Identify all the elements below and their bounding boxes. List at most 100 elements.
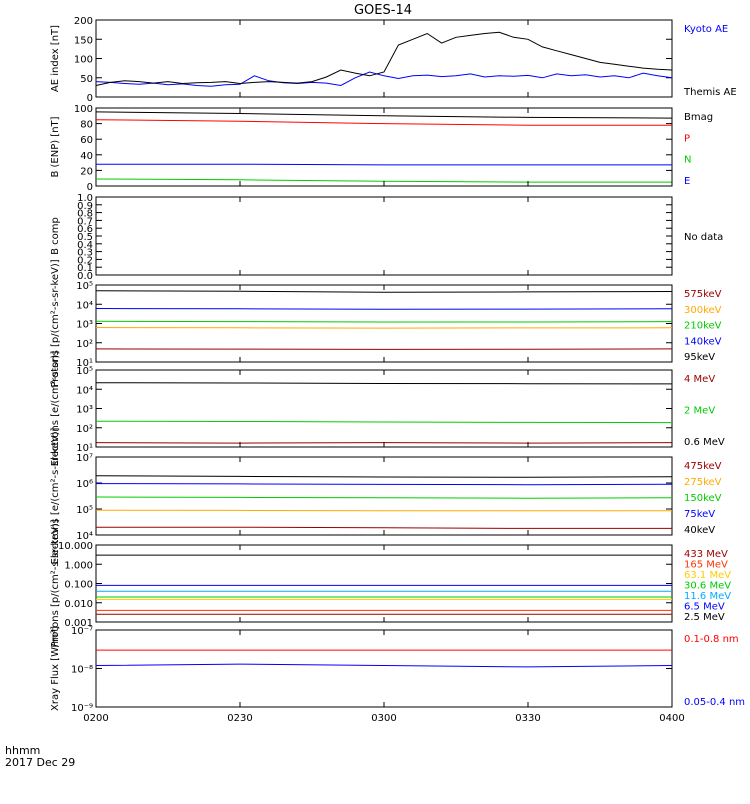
ytick-label-xray: 10⁻⁷ [71, 626, 93, 637]
ylabel-protons: Protons [p/(cm²-s-sr-keV)] [50, 259, 61, 387]
ytick-label-bcomp: 0.1 [77, 263, 93, 274]
legend-xray-1: 0.05-0.4 nm [684, 697, 745, 708]
series-protons-0 [95, 348, 673, 350]
panel-frame-electrons1 [95, 369, 673, 448]
ytick-label-electrons1: 10³ [76, 405, 93, 416]
series-electrons1-1 [95, 420, 673, 424]
ylabel-electrons2: Electrons [e/(cm²-s-sr-keV)] [50, 427, 61, 564]
series-protons-1 [95, 327, 673, 329]
legend-bfield-0: Bmag [684, 112, 713, 123]
ylabel-xray: Xray Flux [W/m²] [50, 626, 61, 711]
ytick-label-protons_hi: 0.100 [64, 580, 93, 591]
note-bcomp: No data [684, 232, 723, 243]
series-electrons2-2 [95, 496, 673, 499]
legend-protons_hi-0: 433 MeV [684, 549, 728, 560]
ylabel-electrons1: Electrons [e/(cm²-s-sr)] [50, 351, 61, 467]
series-protons-3 [95, 308, 673, 310]
ytick-label-ae: 100 [74, 55, 93, 66]
ytick-label-bfield: 80 [80, 120, 93, 131]
legend-protons_hi-3: 30.6 MeV [684, 581, 731, 592]
ytick-label-xray: 10⁻⁹ [71, 703, 93, 714]
ytick-label-bfield: 100 [74, 104, 93, 115]
legend-bfield-1: P [684, 133, 690, 144]
ytick-label-bcomp: 0.3 [77, 248, 93, 259]
panel-frame-electrons2 [95, 456, 673, 536]
ytick-label-bfield: 20 [80, 166, 93, 177]
ytick-label-electrons2: 10⁶ [76, 479, 93, 490]
ytick-label-electrons2: 10⁵ [76, 505, 93, 516]
ytick-label-bcomp: 0.0 [77, 271, 93, 282]
series-protons-2 [95, 320, 673, 323]
legend-protons_hi-5: 6.5 MeV [684, 602, 725, 613]
figure-title: GOES-14 [354, 3, 412, 18]
legend-electrons2-3: 75keV [684, 509, 715, 520]
legend-bfield-3: E [684, 176, 690, 187]
legend-bfield-2: N [684, 155, 691, 166]
legend-ae-0: Kyoto AE [684, 24, 728, 35]
ytick-label-electrons1: 10⁴ [76, 385, 93, 396]
ytick-label-protons: 10⁵ [76, 281, 93, 292]
ytick-label-ae: 150 [74, 35, 93, 46]
ylabel-bcomp: B comp [50, 217, 61, 255]
series-bfield-0 [95, 111, 673, 119]
series-ae-0 [95, 71, 673, 87]
legend-protons-4: 95keV [684, 352, 715, 363]
ytick-label-electrons1: 10¹ [76, 443, 93, 454]
ytick-label-bcomp: 0.9 [77, 201, 93, 212]
series-electrons1-2 [95, 382, 673, 385]
ytick-label-electrons1: 10⁵ [76, 366, 93, 377]
series-xray-1 [95, 663, 673, 668]
ytick-label-bcomp: 0.7 [77, 216, 93, 227]
legend-electrons2-2: 150keV [684, 493, 722, 504]
ytick-label-ae: 50 [80, 74, 93, 85]
ytick-label-protons_hi: 0.001 [64, 618, 93, 629]
panel-frame-protons [95, 284, 673, 363]
series-bfield-3 [96, 163, 672, 166]
xtick-label: 0230 [227, 713, 252, 724]
ytick-label-bcomp: 0.5 [77, 232, 93, 243]
xtick-label: 0400 [659, 713, 684, 724]
ytick-label-bcomp: 0.2 [77, 255, 93, 266]
footer-date: 2017 Dec 29 [5, 756, 75, 769]
ylabel-ae: AE index [nT] [50, 25, 61, 92]
ylabel-bfield: B (ENP) [nT] [50, 116, 61, 177]
ytick-label-ae: 0 [87, 93, 93, 104]
ytick-label-bcomp: 0.8 [77, 209, 93, 220]
series-bfield-1 [95, 119, 672, 126]
ytick-label-protons_hi: 1.000 [64, 560, 93, 571]
series-electrons2-3 [95, 483, 673, 486]
panel-frame-bfield [95, 107, 673, 187]
panel-frame-xray [95, 629, 673, 708]
ytick-label-protons_hi: 10.000 [58, 541, 93, 552]
xtick-label: 0200 [83, 713, 108, 724]
ytick-label-protons: 10⁴ [76, 300, 93, 311]
ytick-label-protons: 10¹ [76, 358, 93, 369]
footer-hhmm: hhmm [5, 744, 40, 757]
ytick-label-bcomp: 0.4 [77, 240, 93, 251]
legend-protons-0: 575keV [684, 289, 722, 300]
legend-electrons1-1: 2 MeV [684, 406, 715, 417]
ytick-label-bfield: 0 [87, 182, 93, 193]
series-electrons2-0 [96, 526, 672, 529]
series-protons-4 [95, 290, 673, 293]
legend-electrons1-0: 4 MeV [684, 374, 715, 385]
panel-frame-bcomp [95, 196, 673, 276]
legend-ae-1: Themis AE [683, 87, 737, 98]
legend-xray-0: 0.1-0.8 nm [684, 634, 739, 645]
ytick-label-protons: 10³ [76, 320, 93, 331]
ytick-label-bfield: 40 [80, 151, 93, 162]
ytick-label-bcomp: 0.6 [77, 224, 93, 235]
ytick-label-xray: 10⁻⁸ [71, 665, 93, 676]
legend-protons_hi-2: 63.1 MeV [684, 570, 731, 581]
ytick-label-electrons2: 10⁷ [76, 453, 93, 464]
legend-electrons1-2: 0.6 MeV [684, 437, 725, 448]
series-electrons2-1 [95, 509, 673, 512]
ytick-label-protons_hi: 0.010 [64, 599, 93, 610]
legend-protons-1: 300keV [684, 305, 722, 316]
legend-protons-3: 140keV [684, 336, 722, 347]
ylabel-protons_hi: Protons [p/(cm²-s-sr-keV)] [50, 519, 61, 647]
legend-protons_hi-6: 2.5 MeV [684, 612, 725, 623]
ytick-label-electrons1: 10² [76, 424, 93, 435]
